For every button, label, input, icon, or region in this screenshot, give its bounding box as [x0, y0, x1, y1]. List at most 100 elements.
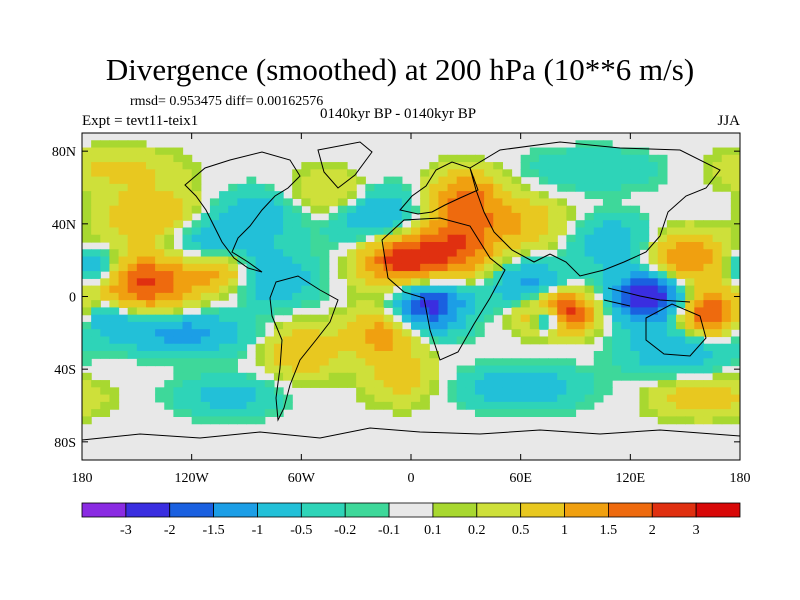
- field-cell: [557, 271, 567, 279]
- field-cell: [301, 162, 312, 170]
- field-cell: [639, 147, 650, 156]
- field-cell: [685, 300, 695, 308]
- field-cell: [328, 372, 339, 381]
- field-cell: [365, 191, 376, 199]
- field-cell: [155, 242, 165, 250]
- field-cell: [155, 292, 165, 301]
- field-cell: [200, 351, 211, 359]
- field-cell: [82, 183, 92, 192]
- field-cell: [164, 278, 174, 287]
- field-cell: [712, 263, 723, 272]
- field-cell: [182, 394, 193, 403]
- field-cell: [164, 162, 174, 170]
- field-cell: [703, 169, 714, 178]
- field-cell: [301, 212, 312, 221]
- field-cell: [685, 285, 695, 294]
- field-cell: [612, 242, 622, 250]
- field-cell: [356, 271, 366, 279]
- field-cell: [584, 227, 595, 236]
- field-cell: [182, 409, 193, 417]
- field-cell: [100, 409, 111, 417]
- field-cell: [365, 365, 376, 374]
- field-cell: [511, 198, 522, 207]
- field-cell: [182, 292, 193, 301]
- field-cell: [529, 292, 540, 301]
- field-cell: [703, 227, 714, 236]
- field-cell: [109, 191, 120, 199]
- field-cell: [411, 220, 421, 229]
- field-cell: [685, 336, 695, 345]
- field-cell: [136, 147, 147, 156]
- field-cell: [383, 314, 394, 323]
- field-cell: [319, 191, 330, 199]
- field-cell: [584, 147, 595, 156]
- field-cell: [575, 300, 586, 308]
- field-cell: [301, 365, 312, 374]
- field-cell: [109, 263, 120, 272]
- field-cell: [356, 198, 366, 207]
- field-cell: [264, 401, 275, 410]
- field-cell: [566, 234, 577, 243]
- field-cell: [703, 242, 714, 250]
- field-cell: [730, 351, 740, 359]
- field-cell: [621, 300, 631, 308]
- field-cell: [145, 205, 156, 214]
- field-cell: [219, 191, 229, 199]
- field-cell: [182, 372, 193, 381]
- field-cell: [100, 183, 111, 192]
- field-cell: [392, 242, 403, 250]
- field-cell: [712, 278, 723, 287]
- field-cell: [694, 358, 705, 367]
- field-cell: [264, 234, 275, 243]
- field-cell: [209, 278, 220, 287]
- field-cell: [538, 147, 549, 156]
- field-cell: [392, 401, 403, 410]
- field-cell: [264, 242, 275, 250]
- field-cell: [191, 387, 202, 396]
- field-cell: [109, 147, 120, 156]
- colorbar-swatch: [213, 502, 258, 518]
- field-cell: [721, 292, 732, 301]
- field-cell: [566, 169, 577, 178]
- field-cell: [621, 358, 631, 367]
- field-cell: [283, 227, 293, 236]
- field-cell: [337, 176, 348, 185]
- field-cell: [575, 321, 586, 330]
- field-cell: [173, 191, 184, 199]
- field-cell: [155, 256, 165, 265]
- field-cell: [557, 300, 567, 308]
- field-cell: [657, 416, 668, 425]
- field-cell: [292, 176, 302, 185]
- field-cell: [283, 256, 293, 265]
- field-cell: [228, 321, 238, 330]
- field-cell: [328, 343, 339, 352]
- field-cell: [219, 205, 229, 214]
- field-cell: [411, 285, 421, 294]
- field-cell: [310, 249, 321, 258]
- field-cell: [219, 198, 229, 207]
- field-cell: [557, 358, 567, 367]
- field-cell: [557, 372, 567, 381]
- field-cell: [548, 358, 558, 367]
- field-cell: [237, 212, 248, 221]
- field-cell: [155, 387, 165, 396]
- field-cell: [557, 314, 567, 323]
- field-cell: [191, 336, 202, 345]
- field-cell: [209, 314, 220, 323]
- field-cell: [474, 365, 485, 374]
- field-cell: [392, 278, 403, 287]
- field-cell: [191, 300, 202, 308]
- field-cell: [200, 329, 211, 338]
- field-cell: [310, 358, 321, 367]
- field-cell: [694, 394, 705, 403]
- field-cell: [520, 263, 531, 272]
- field-cell: [456, 205, 467, 214]
- field-cell: [228, 212, 238, 221]
- field-cell: [411, 365, 421, 374]
- field-cell: [730, 263, 740, 272]
- colorbar-swatch: [608, 502, 653, 518]
- field-cell: [420, 307, 430, 316]
- field-cell: [520, 292, 531, 301]
- field-cell: [465, 394, 476, 403]
- field-cell: [255, 300, 266, 308]
